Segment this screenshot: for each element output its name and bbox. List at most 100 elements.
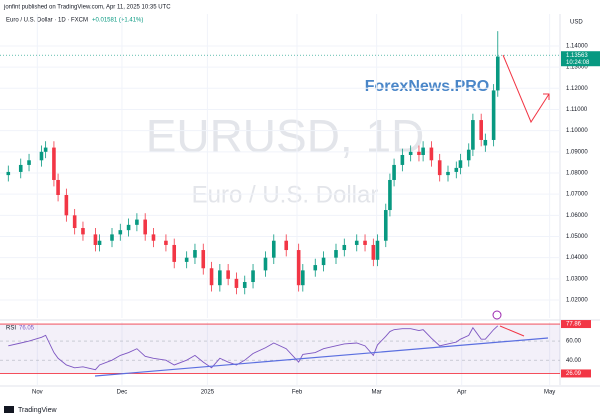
candle-body	[97, 240, 102, 245]
last-price-box	[561, 51, 600, 67]
y-tick-label: 1.10000	[566, 128, 588, 134]
candle-body	[491, 90, 496, 140]
candle-body	[201, 250, 206, 269]
candle-body	[495, 56, 500, 91]
candle-body	[193, 250, 197, 258]
candle-body	[184, 257, 189, 262]
brand: ForexNews.PRO	[365, 78, 489, 95]
candle-body	[354, 240, 359, 245]
candle-body	[110, 234, 114, 241]
candle-body	[242, 282, 247, 288]
footer-brand: TradingView	[18, 407, 57, 414]
rsi-arrow	[499, 325, 525, 337]
x-tick-label: May	[544, 390, 555, 396]
candle-body	[321, 257, 326, 266]
candle-body	[392, 164, 396, 180]
y-tick-label: 1.12000	[566, 86, 588, 92]
currency: USD	[570, 20, 583, 26]
candle-body	[56, 179, 60, 196]
y-tick-label: 1.04000	[566, 255, 588, 261]
arrow-head	[543, 93, 550, 100]
candle-body	[72, 215, 77, 229]
candle-body	[151, 234, 156, 241]
candle-body	[126, 224, 131, 231]
candle-body	[143, 219, 147, 235]
candle-body	[371, 244, 376, 260]
watermark: EURUSD, 1D	[146, 110, 425, 162]
candle-body	[301, 270, 305, 286]
symbol-title: Euro / U.S. Dollar · 1D · FXCM	[6, 18, 88, 24]
candle-body	[479, 120, 483, 140]
candle-body	[458, 160, 463, 168]
candle-body	[363, 240, 367, 245]
candle-body	[118, 230, 123, 235]
candle-body	[226, 270, 230, 279]
candle-body	[135, 219, 139, 225]
footer-logo	[4, 406, 14, 413]
rsi-name: RSI	[6, 326, 16, 332]
rsi-band	[0, 324, 560, 374]
candle-body	[284, 240, 289, 251]
candle-body	[313, 265, 318, 271]
candle-body	[6, 171, 11, 176]
y-tick-label: 1.06000	[566, 213, 588, 219]
y-tick-label: 1.08000	[566, 171, 588, 177]
candle-body	[483, 139, 488, 146]
candle-body	[417, 151, 421, 155]
candle-body	[375, 240, 380, 260]
y-tick-label: 1.02000	[566, 298, 588, 304]
candle-body	[164, 240, 168, 245]
x-tick-label: 2025	[201, 390, 215, 396]
x-tick-label: Mar	[371, 390, 381, 396]
rsi-trendline	[94, 337, 549, 377]
x-tick-label: Dec	[117, 390, 128, 396]
rsi-level-label: 26.09	[566, 371, 582, 377]
rsi-tick-label: 60.00	[566, 339, 582, 345]
rsi-value: 76.05	[19, 326, 35, 332]
forecast-arrow	[502, 54, 550, 124]
y-tick-label: 1.03000	[566, 276, 588, 282]
rsi-line	[8, 325, 499, 371]
candle-body	[437, 160, 442, 176]
candles	[0, 31, 560, 295]
candle-body	[400, 154, 405, 165]
candle-body	[43, 147, 48, 152]
y-tick-label: 1.14000	[566, 44, 588, 50]
event-icon[interactable]	[492, 310, 502, 320]
candle-body	[471, 120, 475, 150]
watermark-subtitle: Euro / U.S. Dollar	[192, 181, 379, 208]
candle-body	[334, 250, 338, 258]
candle-body	[81, 228, 85, 235]
grid	[0, 14, 560, 385]
y-tick-label: 1.11000	[566, 107, 588, 113]
rsi-level-label: 77.86	[566, 322, 582, 328]
candle-body	[218, 270, 222, 286]
candle-body	[466, 149, 471, 161]
x-tick-label: Nov	[32, 390, 43, 396]
candle-body	[234, 278, 239, 288]
candle-body	[251, 270, 255, 283]
rsi-tick-label: 40.00	[566, 358, 582, 364]
candle-body	[383, 210, 388, 241]
candle-body	[408, 151, 413, 155]
candle-body	[52, 147, 56, 180]
rsi-level-box	[561, 320, 591, 329]
candle-body	[342, 244, 347, 251]
candle-body	[18, 164, 23, 172]
candle-body	[93, 234, 98, 245]
rsi-level-box	[561, 369, 591, 378]
change: +0.01581 (+1.41%)	[92, 18, 143, 24]
y-tick-label: 1.07000	[566, 192, 588, 198]
candle-body	[296, 250, 301, 286]
y-tick-label: 1.05000	[566, 234, 588, 240]
candle-body	[172, 244, 177, 262]
axes: 1.02000 1.03000 1.04000 1.05000 1.06000 1.070…	[32, 44, 600, 396]
candle-body	[454, 167, 459, 172]
candle-body	[446, 171, 450, 176]
candle-body	[64, 195, 69, 216]
candle-body	[263, 257, 268, 271]
candle-body	[209, 268, 214, 286]
publisher: jonfint published on TradingView.com, Ap…	[3, 5, 171, 11]
